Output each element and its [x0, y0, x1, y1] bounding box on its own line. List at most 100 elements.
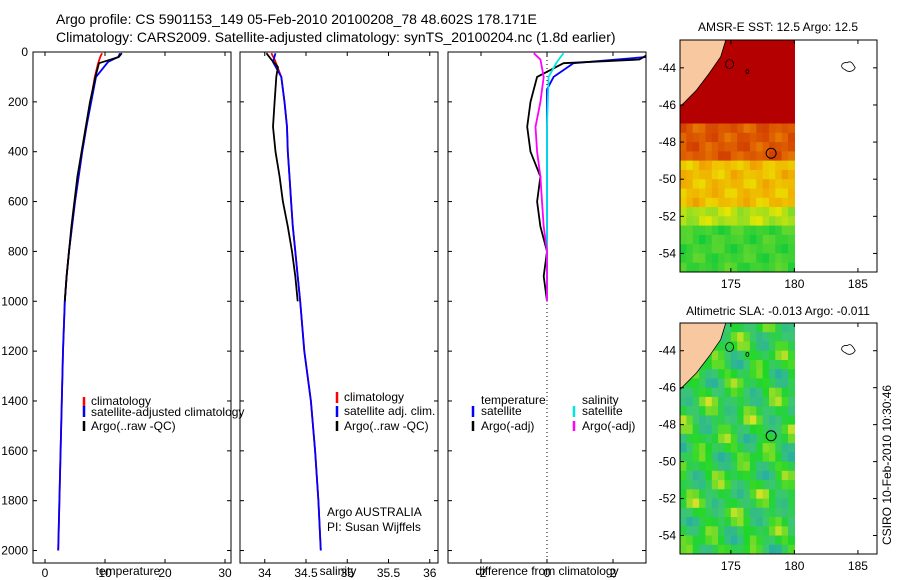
x-tick-label: 180	[784, 559, 804, 573]
map-cell	[711, 544, 719, 554]
map-cell	[692, 452, 700, 463]
difference-panel: -2 0 2 difference from climatology tempera…	[447, 51, 647, 580]
map-cell	[680, 544, 687, 554]
map-cell	[699, 544, 707, 554]
map-cell	[680, 480, 687, 490]
map-cell	[781, 188, 789, 199]
map-cell	[718, 132, 726, 143]
map-cell	[743, 114, 751, 125]
map-cell	[775, 396, 783, 407]
map-cell	[724, 507, 732, 518]
x-tick-label: 36	[423, 566, 437, 580]
map-cell	[680, 415, 687, 426]
map-cell	[730, 433, 738, 444]
map-cell	[686, 105, 694, 115]
map-cell	[686, 452, 694, 463]
map-cell	[788, 234, 795, 245]
map-cell	[730, 114, 738, 125]
map-cell	[788, 526, 795, 537]
map-cell	[775, 207, 783, 217]
map-cell	[749, 341, 757, 352]
map-cell	[686, 544, 694, 554]
legend-temperature-heading: temperature	[481, 393, 546, 407]
map-cell	[762, 480, 770, 490]
salinity-series-group	[265, 52, 322, 551]
map-cell	[692, 132, 700, 143]
map-cell	[781, 415, 789, 426]
map-cell	[769, 544, 776, 554]
map-cell	[737, 544, 745, 554]
y-tick-label: 1800	[1, 494, 28, 508]
map-cell	[686, 480, 694, 490]
map-cell	[686, 461, 694, 472]
map-cell	[724, 160, 732, 171]
map-cell	[749, 323, 757, 333]
map-cell	[699, 369, 707, 379]
x-tick-label: 175	[721, 559, 741, 573]
map-cell	[705, 369, 713, 379]
map-cell	[699, 424, 707, 435]
map-cell	[699, 396, 707, 407]
map-cell	[705, 244, 713, 255]
map-cell	[730, 498, 738, 509]
map-cell	[743, 40, 751, 50]
map-cell	[788, 461, 795, 472]
map-cell	[749, 77, 757, 87]
map-cell	[737, 424, 745, 435]
map-cell	[699, 452, 707, 463]
map-cell	[769, 470, 776, 481]
map-cell	[711, 151, 719, 162]
map-cell	[692, 507, 700, 518]
map-cell	[718, 535, 726, 546]
series-line-salinity-argo-adj-	[533, 52, 548, 302]
map-cell	[749, 378, 757, 389]
map-cell	[788, 179, 795, 190]
map-cell	[749, 67, 757, 78]
map-cell	[775, 489, 783, 500]
map-cell	[781, 160, 789, 171]
map-cell	[749, 396, 757, 407]
map-cell	[686, 489, 694, 500]
map-cell	[788, 489, 795, 500]
map-cell	[769, 197, 776, 208]
map-cell	[711, 123, 719, 134]
map-cell	[699, 132, 707, 143]
map-cell	[756, 169, 764, 180]
map-cell	[762, 332, 770, 342]
map-cell	[743, 123, 751, 134]
map-cell	[730, 49, 738, 60]
map-cell	[718, 188, 726, 199]
map-cell	[762, 360, 770, 370]
map-cell	[781, 244, 789, 255]
map-cell	[743, 323, 751, 333]
map-cell	[762, 517, 770, 527]
map-cell	[788, 341, 795, 352]
map-cell	[686, 151, 694, 162]
map-cell	[788, 40, 795, 50]
map-cell	[730, 406, 738, 416]
map-cell	[762, 49, 770, 60]
map-cell	[756, 262, 764, 272]
map-cell	[788, 360, 795, 370]
map-cell	[680, 406, 687, 416]
y-tick-label: 600	[8, 195, 28, 209]
map-cell	[781, 77, 789, 87]
map-cell	[769, 216, 776, 227]
map-cell	[788, 507, 795, 518]
map-cell	[730, 480, 738, 490]
map-cell	[730, 517, 738, 527]
map-cell	[769, 480, 776, 490]
map-cell	[680, 526, 687, 537]
legend-climatology: climatology	[344, 390, 404, 404]
map-cell	[724, 40, 732, 50]
figure-title-line1: Argo profile: CS 5901153_149 05-Feb-2010…	[56, 11, 537, 27]
map-cell	[769, 123, 776, 134]
map-cell	[781, 433, 789, 444]
map-cell	[749, 40, 757, 50]
map-cell	[775, 498, 783, 509]
map-cell	[705, 160, 713, 171]
chatham-islands-outline	[841, 344, 856, 355]
map-cell	[724, 443, 732, 453]
map-cell	[749, 179, 757, 190]
map-cell	[737, 341, 745, 352]
